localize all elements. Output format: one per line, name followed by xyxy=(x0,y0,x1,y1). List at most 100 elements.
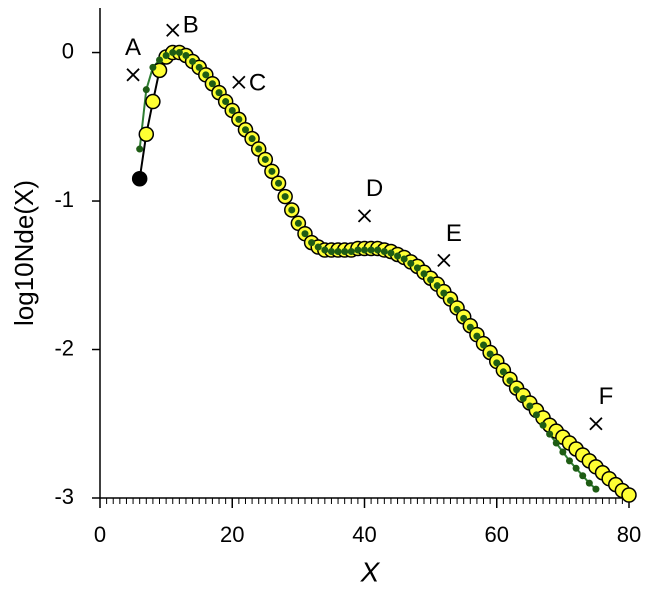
data-point xyxy=(294,219,302,227)
data-point xyxy=(486,350,494,358)
data-point xyxy=(446,297,454,305)
data-point xyxy=(579,472,587,480)
y-tick-label: -1 xyxy=(54,187,74,212)
data-point xyxy=(321,246,329,254)
data-point xyxy=(301,230,309,238)
data-point xyxy=(420,270,428,278)
data-point xyxy=(145,93,161,110)
data-point xyxy=(367,246,375,254)
y-axis-label: log10Nde(X) xyxy=(9,180,39,326)
annotation-marker xyxy=(232,75,246,89)
data-point xyxy=(499,368,507,376)
data-point xyxy=(275,179,283,187)
x-tick-label: 60 xyxy=(485,522,509,547)
data-point xyxy=(519,395,527,403)
data-point xyxy=(526,402,534,410)
data-point xyxy=(466,323,474,331)
x-tick-label: 80 xyxy=(617,522,641,547)
data-point xyxy=(314,243,322,251)
data-point xyxy=(281,193,289,201)
data-point xyxy=(546,430,554,438)
data-point xyxy=(142,86,150,94)
data-point xyxy=(308,239,316,247)
data-point xyxy=(195,63,203,71)
data-point xyxy=(552,439,560,447)
data-point xyxy=(413,264,421,272)
annotation-label: E xyxy=(446,220,462,247)
data-point xyxy=(493,359,501,367)
data-point xyxy=(136,145,144,153)
data-point xyxy=(394,252,402,260)
y-tick-label: -3 xyxy=(54,484,74,509)
data-point xyxy=(268,167,276,175)
annotation-marker xyxy=(126,68,140,82)
data-point xyxy=(453,305,461,313)
data-point xyxy=(532,411,540,419)
data-point xyxy=(380,248,388,256)
data-point xyxy=(361,246,368,254)
data-point xyxy=(513,386,521,394)
data-point xyxy=(347,248,355,256)
data-point xyxy=(169,49,177,57)
data-point xyxy=(473,332,481,340)
data-point xyxy=(374,246,382,254)
data-point xyxy=(460,314,468,322)
data-point xyxy=(400,255,408,263)
data-point xyxy=(189,57,197,65)
data-point xyxy=(440,289,448,297)
data-point xyxy=(559,448,567,456)
data-point xyxy=(222,98,230,106)
data-point xyxy=(202,71,210,79)
annotation-label: A xyxy=(125,34,141,61)
x-tick-label: 40 xyxy=(352,522,376,547)
data-point xyxy=(354,246,362,254)
annotation-marker xyxy=(166,23,180,37)
data-point xyxy=(585,479,593,487)
data-point xyxy=(241,126,249,134)
data-point xyxy=(182,52,190,60)
data-point xyxy=(248,135,256,143)
data-point xyxy=(433,282,441,290)
y-tick-label: -2 xyxy=(54,335,74,360)
data-point xyxy=(506,377,514,385)
y-tick-label: 0 xyxy=(62,38,74,63)
data-point xyxy=(565,457,573,465)
data-point xyxy=(407,259,415,267)
data-point xyxy=(334,248,342,256)
data-point xyxy=(255,145,263,153)
data-point xyxy=(592,485,600,493)
x-tick-label: 20 xyxy=(220,522,244,547)
data-point xyxy=(235,115,243,123)
data-point xyxy=(427,276,435,284)
data-point xyxy=(288,206,296,214)
data-point xyxy=(539,421,547,429)
data-point xyxy=(261,155,269,163)
data-point xyxy=(327,248,335,256)
annotation-marker xyxy=(437,253,451,268)
annotation-label: C xyxy=(249,70,266,97)
annotation-label: B xyxy=(183,12,199,39)
series-line xyxy=(138,51,597,490)
data-point xyxy=(131,171,148,187)
data-point xyxy=(138,126,155,142)
data-point xyxy=(621,487,637,503)
data-point xyxy=(162,52,170,60)
data-point xyxy=(480,341,488,349)
data-point xyxy=(341,248,349,256)
data-point xyxy=(156,56,164,64)
data-point xyxy=(175,49,183,57)
data-point xyxy=(387,249,395,257)
annotation-label: D xyxy=(366,175,383,202)
data-point xyxy=(228,106,236,114)
data-point xyxy=(572,464,580,472)
annotation-marker xyxy=(589,417,603,431)
x-tick-label: 0 xyxy=(94,522,106,547)
data-point xyxy=(149,63,157,71)
data-point xyxy=(208,80,216,88)
annotation-marker xyxy=(357,209,372,223)
annotation-label: F xyxy=(599,383,614,410)
x-axis-label: X xyxy=(360,556,381,587)
data-point xyxy=(215,89,223,97)
